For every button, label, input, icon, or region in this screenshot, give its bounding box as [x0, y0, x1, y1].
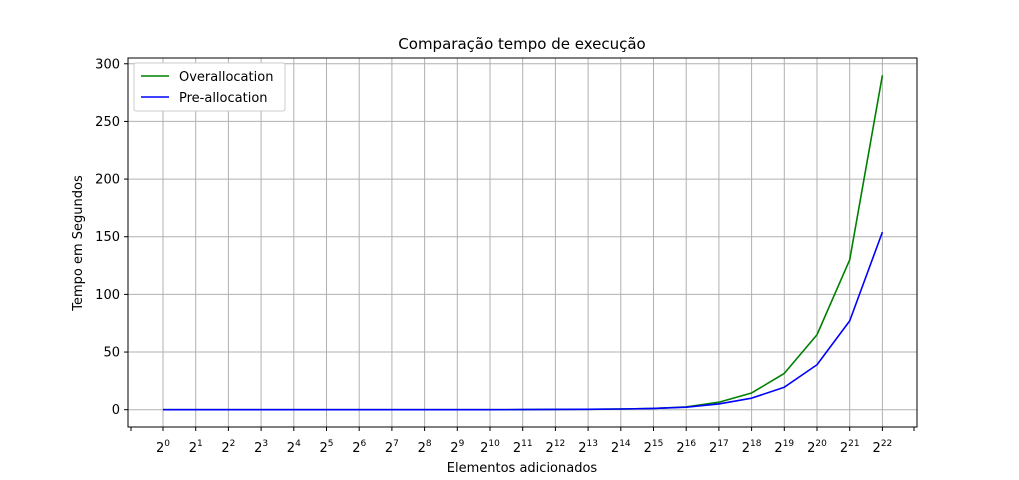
x-tick-label-1: 21	[189, 439, 203, 456]
legend-label-pre-allocation: Pre-allocation	[179, 91, 268, 106]
y-tick-label-1: 50	[103, 346, 120, 361]
x-tick-label-6: 26	[352, 439, 366, 456]
y-tick-label-0: 0	[112, 403, 120, 418]
series-lines	[163, 75, 884, 411]
x-tick-label-3: 23	[254, 439, 268, 456]
x-tick-label-7: 27	[385, 439, 399, 456]
y-tick-label-5: 250	[95, 115, 120, 130]
legend-label-overallocation: Overallocation	[179, 70, 273, 85]
y-axis-ticks: 0 50 100 150 200 250 300	[95, 57, 128, 418]
x-tick-label-9: 29	[450, 439, 464, 456]
x-tick-label-18: 218	[742, 439, 762, 456]
x-axis-ticks: 20 21 22 23 24 25 26 27 28 29 210 211 212 213 214 215 21…	[130, 427, 915, 456]
x-tick-label-22: 222	[873, 439, 893, 456]
y-tick-label-2: 100	[95, 288, 120, 303]
x-tick-label-0: 20	[156, 439, 170, 456]
x-tick-label-10: 210	[480, 439, 500, 456]
x-tick-label-17: 217	[709, 439, 729, 456]
x-tick-label-21: 221	[840, 439, 860, 456]
x-tick-label-19: 219	[774, 439, 794, 456]
grid	[128, 58, 917, 427]
x-tick-label-8: 28	[418, 439, 432, 456]
x-tick-label-2: 22	[221, 439, 235, 456]
chart-title: Comparação tempo de execução	[398, 35, 645, 53]
x-tick-label-20: 220	[807, 439, 827, 456]
series-line-pre-allocation	[163, 231, 884, 411]
x-tick-label-14: 214	[611, 439, 631, 456]
x-tick-label-11: 211	[513, 439, 533, 456]
legend-box	[133, 62, 286, 112]
x-tick-label-13: 213	[578, 439, 598, 456]
legend: Overallocation Pre-allocation	[133, 62, 286, 112]
x-tick-label-5: 25	[319, 439, 333, 456]
y-tick-label-4: 200	[95, 173, 120, 188]
x-axis-label: Elementos adicionados	[447, 461, 598, 476]
x-tick-label-4: 24	[287, 439, 301, 456]
x-tick-label-15: 215	[644, 439, 664, 456]
x-tick-label-16: 216	[676, 439, 696, 456]
y-axis-label: Tempo em Segundos	[71, 175, 86, 312]
y-tick-label-6: 300	[95, 57, 120, 72]
y-tick-label-3: 150	[95, 230, 120, 245]
x-tick-label-12: 212	[546, 439, 566, 456]
